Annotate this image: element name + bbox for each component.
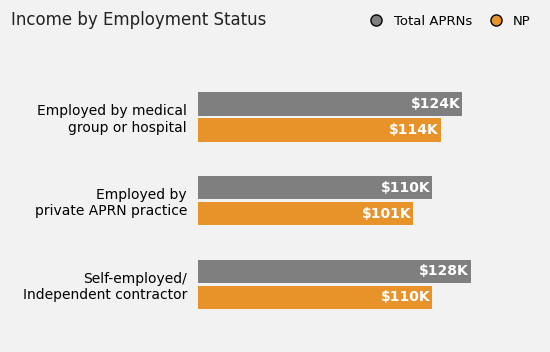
Bar — [198, 202, 413, 225]
Bar — [198, 118, 441, 142]
Text: $128K: $128K — [419, 264, 469, 278]
Bar — [198, 92, 462, 116]
Legend: Total APRNs, NP: Total APRNs, NP — [358, 10, 536, 33]
Text: Income by Employment Status: Income by Employment Status — [11, 11, 266, 29]
Bar — [198, 285, 432, 309]
Text: $110K: $110K — [381, 181, 430, 195]
Text: $124K: $124K — [410, 97, 460, 111]
Text: $110K: $110K — [381, 290, 430, 304]
Text: $101K: $101K — [361, 207, 411, 221]
Bar — [198, 260, 471, 283]
Bar — [198, 176, 432, 199]
Text: $114K: $114K — [389, 123, 439, 137]
